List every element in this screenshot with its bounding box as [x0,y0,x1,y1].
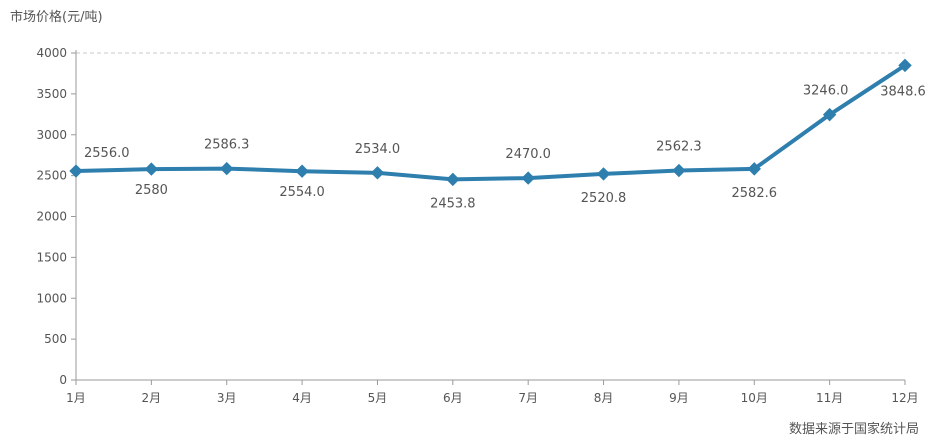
data-label: 2470.0 [505,147,551,162]
data-label: 2520.8 [581,191,627,206]
data-label: 3848.6 [880,84,926,99]
x-tick-label: 11月 [816,391,843,405]
data-point [898,58,912,73]
x-tick-label: 7月 [518,391,538,405]
data-label: 2534.0 [355,142,401,157]
x-tick-label: 8月 [594,391,614,405]
x-tick-label: 12月 [891,391,918,405]
data-label: 2453.8 [430,196,476,211]
data-point [370,166,385,180]
data-label: 2586.3 [204,138,250,153]
data-point [144,162,159,176]
data-point [672,163,686,178]
y-tick-label: 1500 [36,250,67,264]
x-tick-label: 4月 [292,391,312,405]
x-tick-label: 9月 [669,391,689,405]
data-label: 2554.0 [279,185,325,200]
y-tick-label: 500 [44,332,67,346]
data-point [822,107,837,122]
x-tick-label: 2月 [142,391,162,405]
data-label: 2582.6 [732,186,778,201]
data-point [747,162,761,176]
y-tick-label: 4000 [36,46,67,60]
y-tick-label: 2000 [36,210,67,224]
y-tick-label: 0 [59,373,67,387]
data-label: 2562.3 [656,140,702,155]
series-line [74,63,907,182]
x-tick-label: 6月 [443,391,463,405]
data-point [596,167,611,181]
data-label: 2556.0 [84,146,130,161]
data-point [220,161,234,176]
x-tick-label: 10月 [741,391,768,405]
y-tick-label: 2500 [36,169,67,183]
data-point [69,164,83,178]
y-tick-label: 3000 [36,128,67,142]
y-tick-label: 1000 [36,291,67,305]
data-point [295,164,309,178]
y-axis-title: 市场价格(元/吨) [10,10,103,25]
y-tick-label: 3500 [36,87,67,101]
x-tick-label: 3月 [217,391,237,405]
data-label: 2580 [135,183,168,198]
data-point [521,171,535,185]
x-tick-label: 5月 [368,391,388,405]
data-label: 3246.0 [803,84,849,99]
source-note: 数据来源于国家统计局 [788,422,919,437]
data-point [446,172,460,187]
x-tick-label: 1月 [66,391,86,405]
